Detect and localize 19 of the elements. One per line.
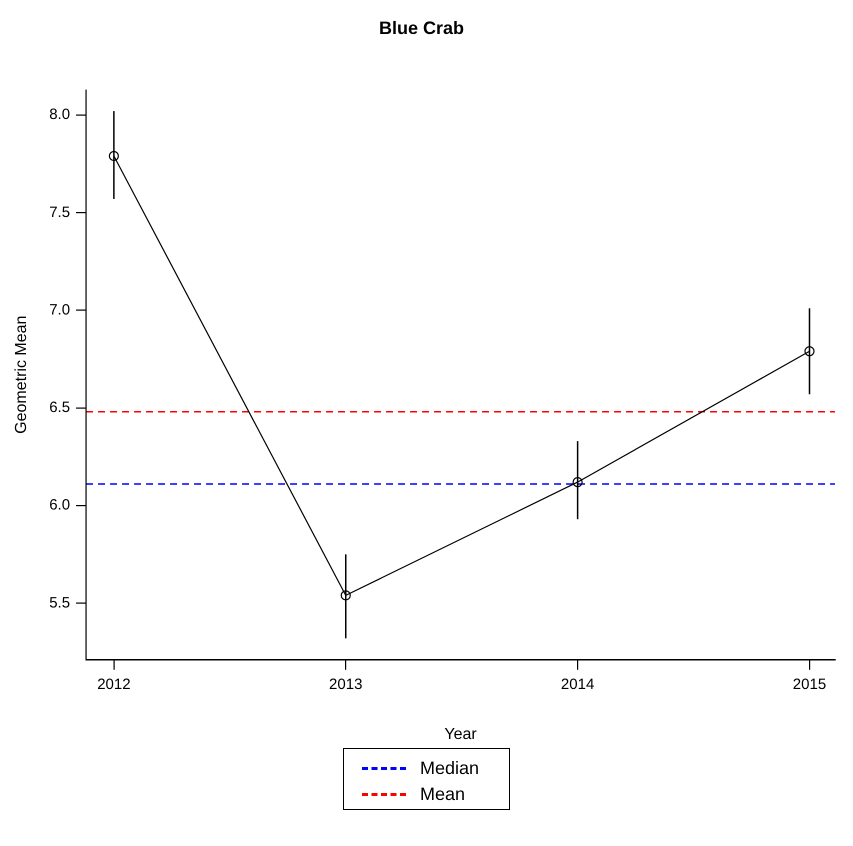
chart-title: Blue Crab xyxy=(378,18,464,38)
point xyxy=(340,590,351,600)
x-tick-label: 2014 xyxy=(560,676,594,693)
x-tick-label: 2015 xyxy=(792,676,826,693)
x-tick-label: 2013 xyxy=(329,676,362,693)
x-axis-title: Year xyxy=(444,726,478,743)
point xyxy=(804,346,815,356)
point xyxy=(572,477,583,488)
y-tick-label: 6.0 xyxy=(49,496,70,514)
y-tick-label: 5.5 xyxy=(49,594,70,612)
y-tick-label: 7.5 xyxy=(49,204,70,221)
y-tick-label: 8.0 xyxy=(49,106,70,124)
point xyxy=(108,150,119,162)
legend-label: Mean xyxy=(420,783,465,806)
y-tick-label: 6.5 xyxy=(49,399,70,416)
y-axis-title: Geometric Mean xyxy=(13,316,30,434)
legend-label: Median xyxy=(420,757,480,780)
x-tick-label: 2012 xyxy=(97,676,131,693)
y-tick-label: 7.0 xyxy=(49,301,70,318)
